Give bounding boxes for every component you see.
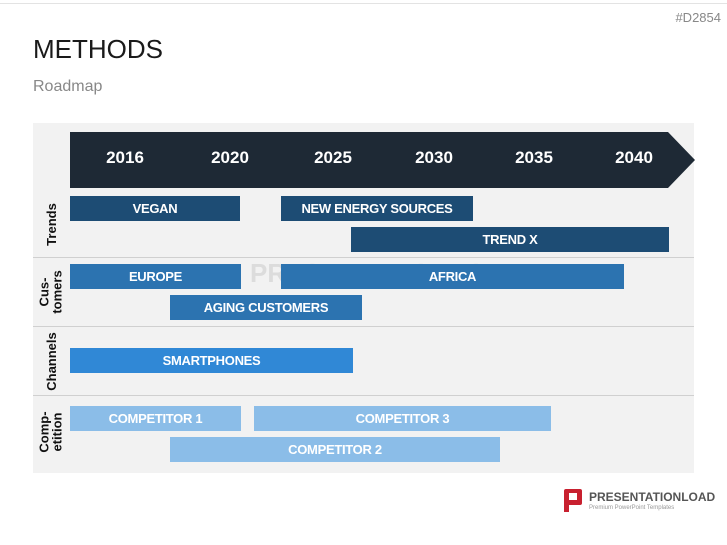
bar: TREND X [351, 227, 669, 252]
section-label-text: Channels [43, 331, 59, 391]
bar: EUROPE [70, 264, 241, 289]
logo-shape [564, 503, 569, 512]
bar: COMPETITOR 2 [170, 437, 500, 462]
section-label: Comp-etition [33, 396, 69, 468]
slide-code: #D2854 [675, 10, 721, 25]
section-label-text: Comp-etition [37, 411, 66, 452]
year: 2030 [415, 148, 453, 167]
label-line: tomers [50, 270, 66, 314]
section-label: Cus-tomers [33, 258, 69, 326]
bar: COMPETITOR 1 [70, 406, 241, 431]
year: 2035 [515, 148, 553, 167]
bar: NEW ENERGY SOURCES [281, 196, 473, 221]
logo-text: PRESENTATIONLOAD [589, 490, 716, 504]
logo-icon [564, 489, 582, 512]
label-line: etition [50, 412, 66, 452]
title: METHODS [33, 34, 163, 64]
bar: COMPETITOR 3 [254, 406, 551, 431]
year: 2025 [314, 148, 352, 167]
year: 2020 [211, 148, 249, 167]
bar: AFRICA [281, 264, 624, 289]
arrow-shape [70, 132, 695, 188]
logo-shape [569, 493, 577, 500]
logo-tagline: Premium PowerPoint Templates [589, 505, 675, 511]
section-label-text: Trends [43, 203, 59, 246]
section-label: Trends [33, 192, 69, 257]
year: 2016 [106, 148, 144, 167]
bar: SMARTPHONES [70, 348, 353, 373]
separator [33, 257, 694, 258]
year: 2040 [615, 148, 653, 167]
separator [33, 326, 694, 327]
section-label-text: Cus-tomers [37, 270, 66, 314]
top-rule [0, 3, 727, 4]
separator [33, 395, 694, 396]
section-label: Channels [33, 327, 69, 395]
bar: VEGAN [70, 196, 240, 221]
subtitle: Roadmap [33, 78, 103, 95]
bar: AGING CUSTOMERS [170, 295, 362, 320]
